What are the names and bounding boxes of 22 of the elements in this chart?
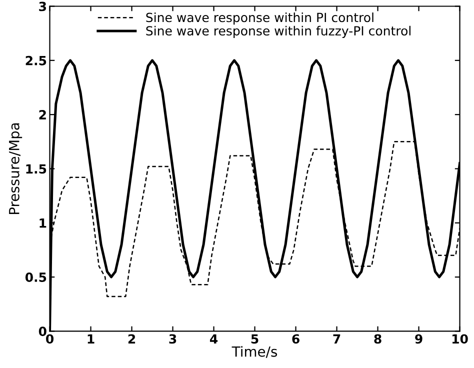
y-tick-label: 2 [39, 110, 46, 120]
x-tick-label: 7 [333, 334, 340, 344]
x-tick-label: 1 [88, 334, 94, 344]
x-tick-label: 6 [292, 334, 300, 344]
y-tick-label: 3 [39, 2, 46, 12]
y-tick-label: 1.5 [26, 164, 46, 174]
legend-label: Sine wave response within fuzzy-PI control [146, 26, 410, 38]
x-tick-label: 9 [415, 334, 422, 344]
x-tick-label: 5 [251, 334, 258, 344]
y-tick-label: 0.5 [25, 272, 46, 282]
x-tick-label: 0 [46, 334, 54, 344]
x-tick-label: 3 [169, 334, 176, 344]
x-tick-label: 8 [374, 334, 382, 344]
y-tick-label: 2.5 [26, 56, 46, 66]
x-axis-title: Time/s [232, 346, 278, 358]
y-tick-label: 0 [38, 326, 46, 336]
y-axis-title: Pressure/Mpa [9, 123, 22, 214]
y-tick-label: 1 [40, 218, 46, 228]
legend-label: Sine wave response within PI control [146, 12, 374, 25]
x-tick-label: 2 [128, 334, 136, 344]
x-tick-label: 10 [452, 334, 468, 344]
x-tick-label: 4 [210, 334, 218, 344]
